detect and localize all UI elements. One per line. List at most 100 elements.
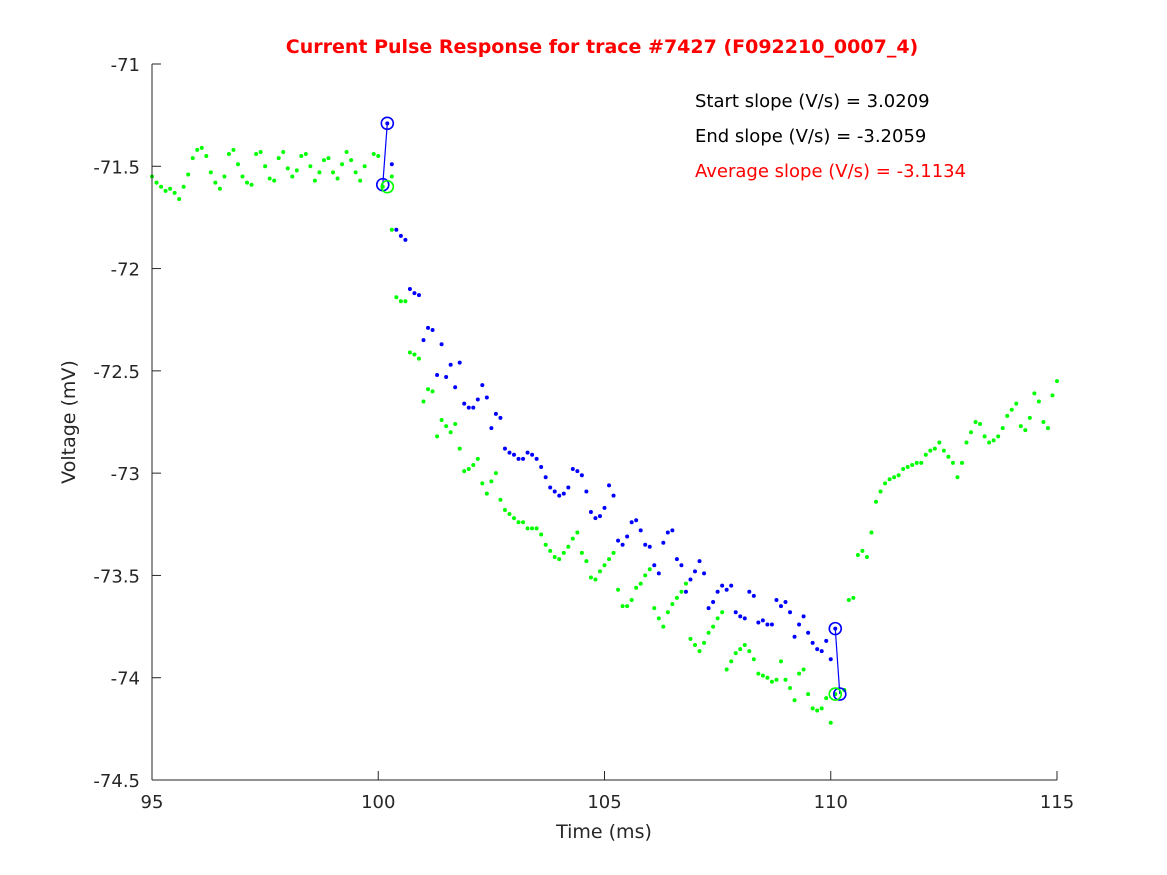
data-point [1023, 428, 1028, 433]
data-point [462, 401, 467, 406]
data-point [638, 581, 643, 586]
data-point [774, 597, 779, 602]
data-point [801, 614, 806, 619]
data-point [742, 616, 747, 621]
data-point [652, 563, 657, 568]
data-point [625, 604, 630, 609]
data-point [991, 438, 996, 443]
slope-marker [828, 621, 843, 636]
data-point [335, 176, 340, 181]
data-point [778, 659, 783, 664]
data-point [331, 170, 335, 175]
data-point [579, 550, 584, 555]
data-point [154, 180, 159, 185]
data-point [647, 567, 652, 572]
data-point [362, 164, 367, 169]
y-tick-label: -72 [111, 260, 140, 281]
data-point [566, 544, 571, 549]
data-point [190, 156, 195, 161]
data-point [797, 622, 802, 627]
data-point [620, 542, 625, 547]
data-point [177, 197, 182, 202]
x-tick-label: 105 [587, 792, 621, 813]
data-point [706, 606, 711, 611]
x-tick-label: 95 [141, 792, 164, 813]
data-point [706, 630, 711, 635]
data-point [620, 604, 625, 609]
data-point [720, 610, 725, 615]
data-point [349, 158, 354, 163]
data-point [982, 434, 987, 439]
data-point [539, 532, 544, 537]
data-point [561, 550, 566, 555]
data-point [263, 164, 268, 169]
data-point [566, 485, 571, 490]
y-tick-label: -72.5 [93, 362, 140, 383]
data-point [1055, 379, 1059, 384]
data-point [426, 387, 431, 392]
data-point [724, 587, 729, 592]
data-point [625, 534, 630, 539]
data-point [457, 360, 462, 365]
data-point [964, 440, 969, 445]
data-point [955, 475, 960, 480]
data-point [1050, 393, 1055, 398]
data-point [358, 178, 363, 183]
data-point [484, 491, 489, 496]
y-tick-label: -71.5 [93, 157, 140, 178]
data-point [824, 638, 829, 643]
data-point [312, 178, 317, 183]
data-point [869, 530, 874, 535]
data-point [733, 610, 738, 615]
data-point [245, 180, 250, 185]
data-point [661, 540, 666, 545]
data-point [444, 424, 449, 429]
data-point [937, 440, 942, 445]
data-point [552, 489, 557, 494]
data-point [887, 477, 892, 482]
data-point [788, 610, 793, 615]
data-point [901, 467, 906, 472]
data-point [919, 460, 924, 465]
data-point [462, 469, 467, 474]
data-point [484, 395, 489, 400]
data-point [398, 233, 403, 238]
data-point [792, 698, 797, 703]
data-point [299, 154, 304, 159]
data-point [416, 293, 421, 298]
data-point [389, 162, 394, 167]
data-point [521, 520, 526, 525]
data-point [747, 589, 752, 594]
data-point [693, 569, 697, 574]
data-point [475, 456, 480, 461]
data-point [389, 174, 394, 179]
data-point [883, 481, 888, 486]
series-0 [150, 145, 1059, 725]
y-axis-label: Voltage (mV) [58, 360, 80, 484]
data-point [824, 696, 829, 701]
data-point [471, 405, 476, 410]
data-point [959, 460, 964, 465]
data-point [828, 720, 833, 725]
data-point [290, 174, 295, 179]
data-point [1027, 415, 1032, 420]
y-tick-label: -71 [111, 55, 140, 76]
data-point [231, 147, 236, 152]
data-point [914, 460, 919, 465]
data-point [683, 581, 688, 586]
data-point [864, 555, 869, 560]
data-point [267, 176, 272, 181]
data-point [475, 397, 480, 402]
data-point [516, 520, 521, 525]
data-point [439, 342, 444, 347]
data-point [774, 677, 779, 682]
data-point [570, 467, 575, 472]
data-point [941, 448, 946, 453]
slope-fit-line [382, 123, 388, 185]
y-tick-label: -74.5 [93, 771, 140, 792]
annotation-end-slope: End slope (V/s) = -3.2059 [695, 126, 926, 147]
data-point [480, 481, 485, 486]
data-point [616, 587, 621, 592]
data-point [453, 385, 458, 390]
data-point [729, 583, 734, 588]
